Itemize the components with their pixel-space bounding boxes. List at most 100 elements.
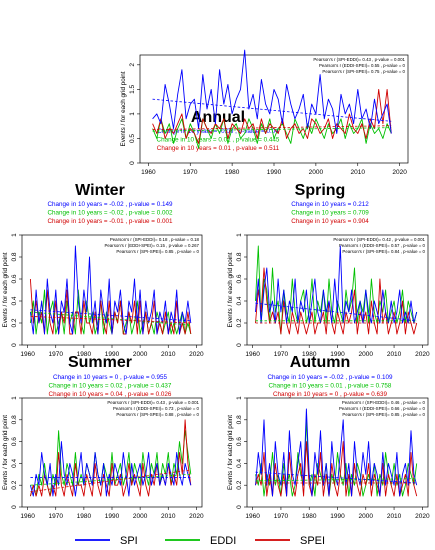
change-label-spi: Change in 10 years = 0.212 xyxy=(291,201,369,208)
y-tick-label: 0.6 xyxy=(11,274,18,283)
correlation-label: Pearson's r (EDDI-SPEI)= 0.15 , p-value … xyxy=(104,243,199,248)
y-tick-label: 1 xyxy=(11,233,18,237)
x-tick-label: 2010 xyxy=(351,169,366,176)
change-label-spei: Change in 10 years = -0.01 , p-value = 0… xyxy=(48,218,173,225)
x-tick-label: 1970 xyxy=(183,169,198,176)
y-tick-label: 0.4 xyxy=(236,459,243,468)
x-tick-label: 2020 xyxy=(189,351,204,358)
series-line-spi xyxy=(29,245,192,335)
y-axis-label: Events / for each grid point xyxy=(2,252,9,327)
y-tick-label: 2 xyxy=(129,63,136,67)
y-tick-label: 1 xyxy=(11,396,18,400)
y-tick-label: 0.8 xyxy=(236,252,243,261)
x-tick-label: 1970 xyxy=(274,513,289,520)
y-tick-label: 1 xyxy=(236,396,243,400)
x-tick-label: 1960 xyxy=(20,351,35,358)
y-axis-label: Events / for each grid point xyxy=(2,415,9,490)
legend-label-eddi: EDDI xyxy=(210,535,236,547)
trend-line-spi xyxy=(152,98,392,122)
change-label-spi: Change in 10 years = -0.02 , p-value = 0… xyxy=(48,201,173,208)
y-tick-label: 0.2 xyxy=(236,318,243,327)
chart-title: Summer xyxy=(68,354,132,371)
y-tick-label: 0.6 xyxy=(11,437,18,446)
legend: SPI EDDI SPEI xyxy=(75,535,325,547)
x-tick-label: 2010 xyxy=(387,351,402,358)
chart-title: Spring xyxy=(295,182,346,199)
correlation-label: Pearson's r (EDDI-SPEI)= 0.55 , p-value … xyxy=(319,63,406,68)
correlation-label: Pearson's r (SPI-EDDI)= 0.42 , p-value =… xyxy=(333,237,425,242)
x-tick-label: 1960 xyxy=(245,513,260,520)
correlation-label: Pearson's r (SPI-SPEI)= 0.84 , p-value =… xyxy=(342,249,425,254)
x-tick-label: 1970 xyxy=(274,351,289,358)
y-tick-label: 0 xyxy=(236,505,243,509)
x-tick-label: 2000 xyxy=(133,513,148,520)
x-tick-label: 2010 xyxy=(161,351,176,358)
legend-label-spi: SPI xyxy=(120,535,138,547)
x-tick-label: 1970 xyxy=(49,351,64,358)
chart-panel-spring: Spring Change in 10 years = 0.212 Change i… xyxy=(227,182,430,358)
y-tick-label: 0.6 xyxy=(236,437,243,446)
y-tick-label: 0.5 xyxy=(129,134,136,143)
correlation-label: Pearson's r (SPI-SPEI)= 0.85 , p-value =… xyxy=(116,249,199,254)
x-tick-label: 2020 xyxy=(415,513,430,520)
y-tick-label: 0 xyxy=(11,343,18,347)
x-tick-label: 2020 xyxy=(189,513,204,520)
change-label-spi: Change in 10 years = 0 , p-value = 0.955 xyxy=(53,374,168,381)
change-label-spei: Change in 10 years = 0.04 , p-value = 0.… xyxy=(49,391,172,398)
series-line-eddi xyxy=(255,419,418,497)
series-line-spei xyxy=(255,267,418,335)
x-tick-label: 1970 xyxy=(49,513,64,520)
x-tick-label: 2010 xyxy=(387,513,402,520)
x-tick-label: 1980 xyxy=(77,351,92,358)
series-line-eddi xyxy=(29,289,192,335)
x-tick-label: 1980 xyxy=(302,513,317,520)
y-tick-label: 0.2 xyxy=(11,318,18,327)
change-label-eddi: Change in 10 years = 0.709 xyxy=(291,210,369,217)
correlation-label: Pearson's r (SPI-SPEI)= 0.75 , p-value =… xyxy=(322,69,405,74)
chart-panel-winter: Winter Change in 10 years = -0.02 , p-val… xyxy=(2,182,204,358)
trend-line-eddi xyxy=(152,127,392,132)
correlation-label: Pearson's r (SPI-EDDI)= 0.43 , p-value =… xyxy=(107,400,199,405)
y-tick-label: 0 xyxy=(236,343,243,347)
correlation-label: Pearson's r (EDDI-SPEI)= 0.73 , p-value … xyxy=(113,406,200,411)
change-label-spi: Change in 10 years = -0.08 , p-value = 0… xyxy=(157,128,279,135)
x-tick-label: 1980 xyxy=(77,513,92,520)
x-tick-label: 1990 xyxy=(105,513,120,520)
correlation-label: Pearson's r (EDDI-SPEI)= 0.66 , p-value … xyxy=(339,406,426,411)
x-tick-label: 2010 xyxy=(161,513,176,520)
series-line-spi xyxy=(255,408,418,497)
x-tick-label: 1960 xyxy=(141,169,156,176)
x-tick-label: 1990 xyxy=(330,513,345,520)
change-label-spei: Change in 10 years = 0.904 xyxy=(291,218,369,225)
series-line-eddi xyxy=(29,430,192,497)
series-line-spi xyxy=(29,441,192,497)
y-tick-label: 0.8 xyxy=(11,252,18,261)
y-tick-label: 0.4 xyxy=(11,296,18,305)
x-tick-label: 2000 xyxy=(309,169,324,176)
series-line-spei xyxy=(152,88,392,144)
x-tick-label: 1980 xyxy=(302,351,317,358)
y-tick-label: 0.2 xyxy=(236,480,243,489)
x-tick-label: 2000 xyxy=(359,513,374,520)
correlation-label: Pearson's r (SPI-EDDI)= 0.18 , p-value =… xyxy=(110,237,200,242)
trend-line-spi xyxy=(255,302,417,322)
correlation-label: Pearson's r (EDDI-SPEI)= 0.57 , p-value … xyxy=(339,243,426,248)
change-label-eddi: Change in 10 years = 0.02 , p-value = 0.… xyxy=(49,383,172,390)
y-tick-label: 0.8 xyxy=(236,415,243,424)
x-tick-label: 1990 xyxy=(330,351,345,358)
x-tick-label: 1960 xyxy=(20,513,35,520)
x-tick-label: 1990 xyxy=(267,169,282,176)
y-tick-label: 1.5 xyxy=(129,84,136,93)
y-axis-label: Events / for each grid point xyxy=(227,415,234,490)
chart-title: Winter xyxy=(75,182,125,199)
legend-label-spei: SPEI xyxy=(300,535,325,547)
change-label-eddi: Change in 10 years = 0.01 , p-value = 0.… xyxy=(269,383,392,390)
series-line-spi xyxy=(152,49,392,134)
chart-panel-autumn: Autumn Change in 10 years = -0.02 , p-val… xyxy=(227,354,430,520)
y-tick-label: 0.4 xyxy=(236,296,243,305)
chart-panel-summer: Summer Change in 10 years = 0 , p-value =… xyxy=(2,354,204,520)
x-tick-label: 2000 xyxy=(133,351,148,358)
correlation-label: Pearson's r (SPI-SPEI)= 0.88 , p-value =… xyxy=(116,412,199,417)
y-tick-label: 0 xyxy=(129,161,136,165)
